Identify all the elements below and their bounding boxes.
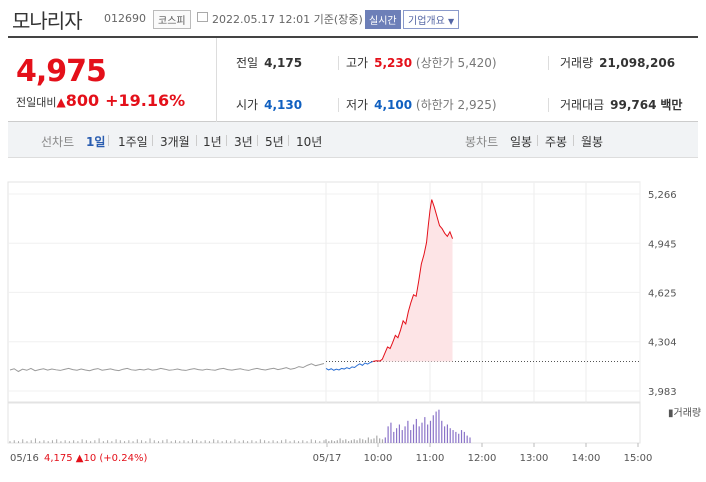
realtime-badge[interactable]: 실시간 (365, 10, 401, 29)
stat-volume: 거래량 21,098,206 (560, 54, 675, 71)
x-tick-label: 12:00 (468, 453, 497, 464)
y-tick-label: 4,304 (648, 338, 677, 349)
price-change: 전일대비▲800 +19.16% (16, 91, 185, 110)
tab-period-3m[interactable]: 3개월 (160, 135, 190, 149)
quote-datetime: 2022.05.17 12:01 기준(장중) (212, 13, 363, 26)
current-price: 4,975 (16, 54, 107, 89)
stock-code: 012690 (104, 12, 146, 25)
stat-label: 저가 (346, 98, 369, 112)
upper-limit: (상한가 5,420) (415, 56, 497, 70)
stat-label: 거래대금 (560, 98, 605, 112)
line-chart-label: 선차트 (41, 135, 75, 149)
divider (196, 135, 197, 146)
today-line-up (372, 199, 454, 363)
stat-prev-close: 전일 4,175 (236, 54, 302, 71)
company-info-dropdown[interactable]: 기업개요 ▼ (403, 10, 460, 29)
stat-amount: 거래대금 99,764 백만 (560, 96, 682, 113)
x-tick-label: 15:00 (624, 453, 653, 464)
volume-frame (7, 401, 641, 444)
stat-value: 4,130 (264, 98, 303, 112)
stat-label: 전일 (236, 56, 259, 70)
divider (537, 135, 538, 146)
x-tick-label: 05/17 (313, 453, 342, 464)
stat-value: 5,230 (374, 56, 413, 70)
stat-value: 99,764 (610, 98, 657, 112)
divider (548, 98, 549, 112)
volume-legend: ▮거래량 (668, 407, 701, 419)
company-info-label: 기업개요 (408, 16, 445, 27)
today-line-down (325, 361, 373, 371)
price-chart: 5,266 4,945 4,625 4,304 3,983 ▮거래량 05/17 10:00 1… (7, 181, 701, 464)
change-amount: 800 (65, 91, 100, 110)
prev-day-summary: 4,175 ▲10 (+0.24%) (44, 453, 147, 464)
prev-day-label: 05/16 (10, 453, 39, 464)
stock-header: 모나리자 012690 코스피 2022.05.17 12:01 기준(장중) … (0, 0, 706, 36)
up-arrow-icon: ▲ (56, 95, 66, 109)
tab-period-3y[interactable]: 3년 (234, 135, 253, 149)
divider (548, 56, 549, 70)
y-tick-label: 5,266 (648, 190, 677, 201)
tab-candle-monthly[interactable]: 월봉 (581, 135, 604, 149)
y-tick-label: 3,983 (648, 387, 677, 398)
divider (108, 135, 109, 146)
stat-low: 저가 4,100 (하한가 2,925) (346, 96, 497, 113)
tab-period-1d[interactable]: 1일 (86, 135, 106, 149)
stat-label: 고가 (346, 56, 369, 70)
quote-panel: 4,975 전일대비▲800 +19.16% 전일 4,175 고가 5,230 (상… (8, 36, 698, 123)
change-percent: +19.16% (105, 91, 186, 110)
divider (216, 38, 217, 123)
stat-open: 시가 4,130 (236, 96, 302, 113)
tab-period-5y[interactable]: 5년 (265, 135, 284, 149)
tab-period-1w[interactable]: 1주일 (118, 135, 148, 149)
tab-period-1y[interactable]: 1년 (203, 135, 222, 149)
stat-label: 시가 (236, 98, 259, 112)
stock-name: 모나리자 (12, 9, 83, 33)
y-tick-label: 4,945 (648, 239, 677, 250)
calendar-icon (197, 12, 208, 22)
amount-unit: 백만 (660, 98, 683, 112)
x-tick-label: 13:00 (520, 453, 549, 464)
tab-candle-daily[interactable]: 일봉 (510, 135, 533, 149)
divider (338, 98, 339, 112)
chevron-down-icon: ▼ (448, 17, 455, 26)
tab-period-10y[interactable]: 10년 (296, 135, 323, 149)
change-label: 전일대비 (16, 96, 57, 109)
candle-chart-label: 봉차트 (465, 135, 499, 149)
y-tick-label: 4,625 (648, 288, 677, 299)
x-tick-label: 11:00 (416, 453, 445, 464)
divider (288, 135, 289, 146)
tab-candle-weekly[interactable]: 주봉 (545, 135, 568, 149)
chart-tabs: 선차트 1일 1주일 3개월 1년 3년 5년 10년 봉차트 일봉 주봉 월봉 (8, 122, 698, 158)
divider (152, 135, 153, 146)
up-area (372, 199, 453, 362)
stat-value: 4,175 (264, 56, 303, 70)
divider (257, 135, 258, 146)
stat-high: 고가 5,230 (상한가 5,420) (346, 54, 497, 71)
divider (338, 56, 339, 70)
stat-value: 21,098,206 (599, 56, 676, 70)
divider (573, 135, 574, 146)
x-tick-label: 14:00 (572, 453, 601, 464)
prev-day-line (9, 363, 325, 373)
market-badge: 코스피 (153, 10, 191, 29)
stat-label: 거래량 (560, 56, 594, 70)
stat-value: 4,100 (374, 98, 413, 112)
x-tick-label: 10:00 (364, 453, 393, 464)
lower-limit: (하한가 2,925) (415, 98, 497, 112)
divider (226, 135, 227, 146)
